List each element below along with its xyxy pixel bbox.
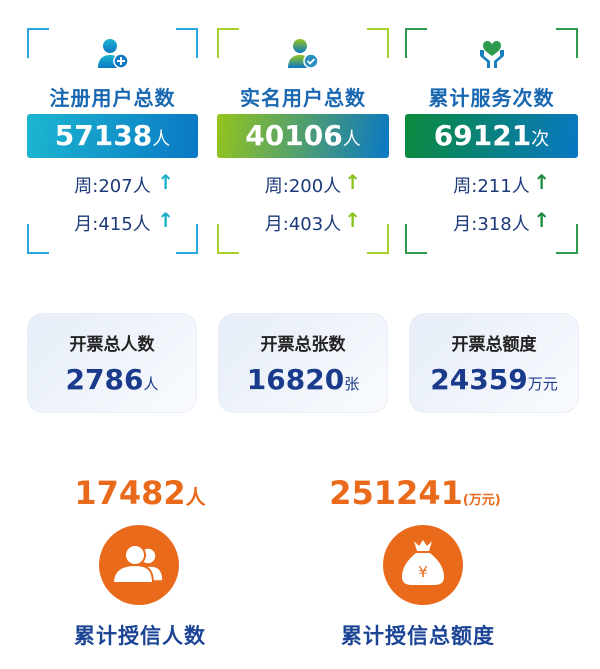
stat-verified-users: 实名用户总数 40106人 周:200人 ↑ 月:403人 ↑ bbox=[217, 28, 389, 254]
credit-amount-value: 251241(万元) bbox=[300, 474, 530, 512]
card-title: 开票总额度 bbox=[451, 335, 537, 355]
users-icon bbox=[99, 525, 179, 605]
user-plus-icon bbox=[97, 39, 129, 69]
heart-hands-icon bbox=[479, 40, 504, 68]
card-value: 16820张 bbox=[219, 363, 387, 396]
stat-registered-users: 注册用户总数 57138人 周:207人 ↑ 月:415人 ↑ bbox=[27, 28, 198, 254]
stat-value: 40106 bbox=[245, 119, 343, 152]
stat-value: 57138 bbox=[54, 119, 153, 152]
stat-service-count: 累计服务次数 69121次 周:211人 ↑ 月:318人 ↑ bbox=[405, 28, 578, 254]
unit: 万元 bbox=[527, 375, 558, 393]
value: 16820 bbox=[246, 363, 345, 396]
money-bag-icon: ¥ bbox=[383, 525, 463, 605]
value: 17482 bbox=[74, 474, 186, 512]
user-check-icon bbox=[288, 39, 319, 69]
weekly-stat: 周:200人 ↑ bbox=[217, 170, 389, 198]
monthly-stat: 月:403人 ↑ bbox=[217, 208, 389, 236]
stat-value: 69121 bbox=[433, 119, 532, 152]
stat-unit: 次 bbox=[531, 129, 550, 150]
arrow-up-icon: ↑ bbox=[533, 170, 550, 194]
card-value: 2786人 bbox=[28, 363, 196, 396]
invoice-amount-card: 开票总额度 24359万元 bbox=[409, 313, 579, 413]
value: 251241 bbox=[329, 474, 463, 512]
unit: 张 bbox=[344, 375, 360, 393]
stat-title: 实名用户总数 bbox=[240, 86, 366, 110]
credit-people-value: 17482人 bbox=[40, 474, 240, 512]
unit: 人 bbox=[143, 375, 159, 393]
stat-value-box: 40106人 bbox=[217, 114, 389, 158]
card-title: 开票总人数 bbox=[69, 335, 155, 355]
weekly-value: 周:200人 bbox=[264, 176, 342, 197]
arrow-up-icon: ↑ bbox=[533, 208, 550, 232]
stat-title: 注册用户总数 bbox=[49, 86, 176, 110]
monthly-stat: 月:318人 ↑ bbox=[405, 208, 578, 236]
credit-people-label: 累计授信人数 bbox=[74, 624, 206, 648]
stat-title: 累计服务次数 bbox=[428, 86, 555, 110]
arrow-up-icon: ↑ bbox=[157, 208, 174, 232]
monthly-stat: 月:415人 ↑ bbox=[27, 208, 198, 236]
value: 2786 bbox=[65, 363, 144, 396]
card-value: 24359万元 bbox=[410, 363, 578, 396]
weekly-stat: 周:211人 ↑ bbox=[405, 170, 578, 198]
arrow-up-icon: ↑ bbox=[344, 208, 361, 232]
card-title: 开票总张数 bbox=[260, 335, 346, 355]
monthly-value: 月:403人 bbox=[264, 214, 342, 235]
svg-text:¥: ¥ bbox=[418, 563, 428, 581]
value: 24359 bbox=[430, 363, 528, 396]
weekly-value: 周:211人 bbox=[453, 176, 530, 197]
credit-amount-label: 累计授信总额度 bbox=[341, 624, 495, 648]
unit: 人 bbox=[185, 485, 206, 509]
stat-value-box: 69121次 bbox=[405, 114, 578, 158]
invoice-count-card: 开票总张数 16820张 bbox=[218, 313, 388, 413]
unit: (万元) bbox=[462, 493, 501, 508]
invoice-people-card: 开票总人数 2786人 bbox=[27, 313, 197, 413]
stat-unit: 人 bbox=[152, 129, 171, 150]
stat-unit: 人 bbox=[342, 129, 361, 150]
weekly-stat: 周:207人 ↑ bbox=[27, 170, 198, 198]
stat-value-box: 57138人 bbox=[27, 114, 198, 158]
monthly-value: 月:415人 bbox=[74, 214, 151, 235]
arrow-up-icon: ↑ bbox=[157, 170, 174, 194]
weekly-value: 周:207人 bbox=[74, 176, 151, 197]
monthly-value: 月:318人 bbox=[453, 214, 530, 235]
arrow-up-icon: ↑ bbox=[344, 170, 361, 194]
